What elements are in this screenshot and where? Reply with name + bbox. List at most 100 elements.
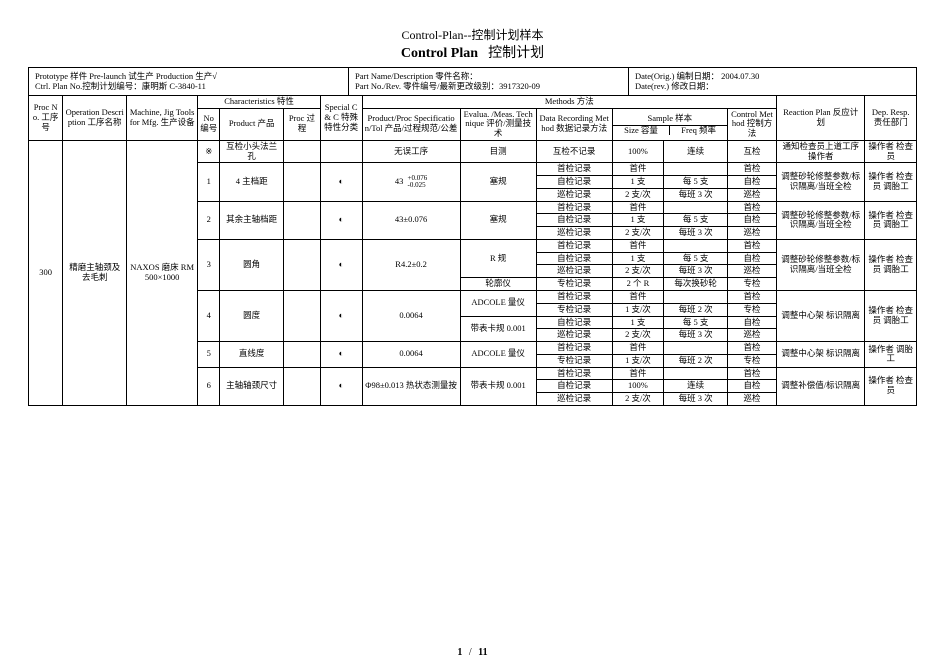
cell [284, 291, 321, 342]
cell: 连续 [664, 380, 728, 393]
col-no: No 编号 [198, 108, 220, 140]
cell: 自检记录 [536, 380, 612, 393]
col-proc: Proc 过程 [284, 108, 321, 140]
cell: 巡检 [727, 393, 776, 406]
cell [320, 140, 362, 163]
cell: 首检 [727, 342, 776, 355]
cell: 首检记录 [536, 239, 612, 252]
cell [664, 201, 728, 214]
cell: 自检 [727, 316, 776, 329]
cell: 塞规 [460, 163, 536, 201]
cell: 调整砂轮修整参数/标识隔离/当班全检 [777, 201, 865, 239]
cell: 巡检记录 [536, 227, 612, 240]
col-product: Product 产品 [220, 108, 284, 140]
cell: 首检 [727, 201, 776, 214]
cell: 1 支 [612, 316, 664, 329]
cell: 每 5 支 [664, 252, 728, 265]
cell: ADCOLE 量仪 [460, 342, 536, 368]
cell [664, 291, 728, 304]
cell: 操作者 调胎工 [865, 342, 917, 368]
cell: 首件 [612, 239, 664, 252]
cell: 1 [198, 163, 220, 201]
col-reaction: Reaction Plan 反应计划 [777, 95, 865, 140]
col-spec: Product/Proc Specification/Tol 产品/过程规范/公… [362, 108, 460, 140]
doc-subtitle-cn: 控制计划 [488, 46, 544, 61]
cell: 互检不记录 [536, 140, 612, 163]
cell: 巡检 [727, 265, 776, 278]
cell: 2 个 R [612, 278, 664, 291]
cell: ADCOLE 量仪 [460, 291, 536, 317]
cell: 操作者 检查员 调胎工 [865, 201, 917, 239]
cell: 3 [198, 239, 220, 290]
cell: 首件 [612, 367, 664, 380]
cell: 首检 [727, 291, 776, 304]
cell: 操作者 检查员 [865, 140, 917, 163]
cell: 操作者 检查员 调胎工 [865, 239, 917, 290]
cell: 2 支/次 [612, 329, 664, 342]
table-body: 300精磨主轴颈及去毛刺NAXOS 磨床 RM500×1000※互检小头法兰孔无… [29, 140, 917, 405]
cell: 操作者 检查员 [865, 367, 917, 405]
doc-subtitle: Control Plan 控制计划 [28, 45, 917, 63]
cell: 巡检记录 [536, 329, 612, 342]
cell: 5 [198, 342, 220, 368]
cell: 调整中心架 标识隔离 [777, 342, 865, 368]
cell: 每班 2 次 [664, 354, 728, 367]
cell: 2 [198, 201, 220, 239]
cell: 首检记录 [536, 367, 612, 380]
cell: 自检记录 [536, 316, 612, 329]
cell: 带表卡规 0.001 [460, 316, 536, 342]
cell: 2 支/次 [612, 393, 664, 406]
cell: 巡检 [727, 227, 776, 240]
cell: 直线度 [220, 342, 284, 368]
cell: 首件 [612, 163, 664, 176]
cell: 自检记录 [536, 176, 612, 189]
cell: 1 支/次 [612, 303, 664, 316]
cell-spec: Φ98±0.013 热状态测量按 [362, 367, 460, 405]
cell [284, 342, 321, 368]
cell: 首检记录 [536, 342, 612, 355]
cell [664, 239, 728, 252]
cell: 每 5 支 [664, 176, 728, 189]
col-size: Size 容量 [613, 126, 671, 136]
col-proc-no: Proc No. 工序号 [29, 95, 63, 140]
control-plan-table: Proc No. 工序号 Operation Description 工序名称 … [28, 95, 917, 406]
cell [284, 140, 321, 163]
cell: NAXOS 磨床 RM500×1000 [127, 140, 198, 405]
cell: 首检记录 [536, 163, 612, 176]
cell: 4 [198, 291, 220, 342]
cell: 每班 2 次 [664, 303, 728, 316]
cell: 巡检记录 [536, 188, 612, 201]
cell: 自检 [727, 214, 776, 227]
cell: 自检 [727, 176, 776, 189]
cell: 专检 [727, 278, 776, 291]
cell-spec: R4.2±0.2 [362, 239, 460, 290]
cell: 自检记录 [536, 252, 612, 265]
cell: 每班 3 次 [664, 265, 728, 278]
col-sample-label: Sample 样本 [615, 114, 725, 124]
col-machine: Machine, Jig Tools for Mfg. 生产设备 [127, 95, 198, 140]
cell: 通知检查员上道工序操作者 [777, 140, 865, 163]
cell-spec: 43±0.076 [362, 201, 460, 239]
cell: 塞规 [460, 201, 536, 239]
col-data-record: Data Recording Method 数据记录方法 [536, 108, 612, 140]
cell: 专检 [727, 303, 776, 316]
cell: 互检 [727, 140, 776, 163]
cell [664, 367, 728, 380]
cell: 调整中心架 标识隔离 [777, 291, 865, 342]
cell: 调整砂轮修整参数/标识隔离/当班全检 [777, 163, 865, 201]
cell [284, 163, 321, 201]
cell: 每 5 支 [664, 316, 728, 329]
cell: 其余主轴档距 [220, 201, 284, 239]
page-total: 11 [478, 647, 487, 658]
cell: ※ [198, 140, 220, 163]
cell: 巡检 [727, 329, 776, 342]
col-dep: Dep. Resp. 责任部门 [865, 95, 917, 140]
cell: 1 支 [612, 252, 664, 265]
cell: 调整补偿值/标识隔离 [777, 367, 865, 405]
cell: 1 支 [612, 176, 664, 189]
cell [284, 239, 321, 290]
cell: 6 [198, 367, 220, 405]
cell [284, 367, 321, 405]
cell: 每次换砂轮 [664, 278, 728, 291]
col-control: Control Method 控制方法 [727, 108, 776, 140]
